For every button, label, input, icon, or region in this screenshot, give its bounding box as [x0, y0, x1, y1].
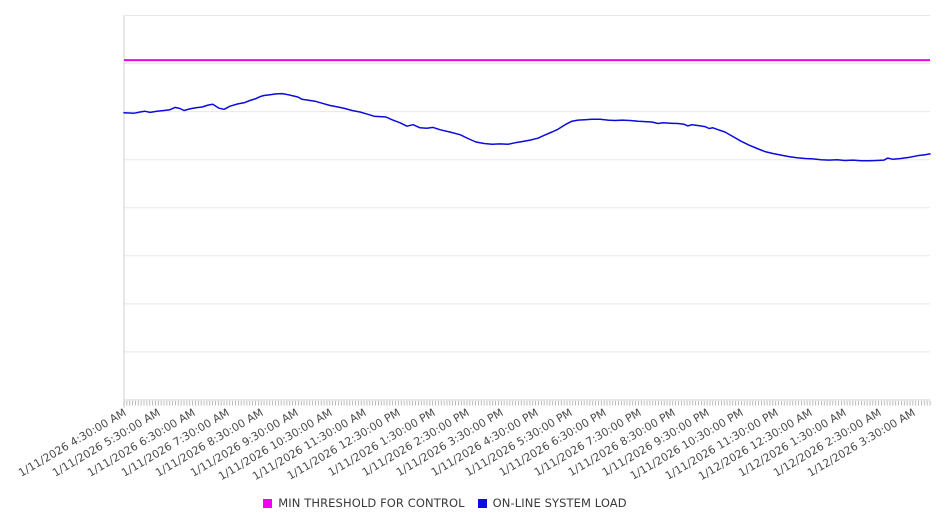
chart-legend: MIN THRESHOLD FOR CONTROL ON-LINE SYSTEM…: [0, 496, 918, 510]
legend-item-system-load[interactable]: ON-LINE SYSTEM LOAD: [477, 496, 627, 510]
gridlines: [124, 15, 930, 353]
system-load-label: ON-LINE SYSTEM LOAD: [492, 496, 627, 510]
min-threshold-swatch: [263, 498, 273, 508]
on-line-system-load-line: [123, 92, 931, 162]
system-load-swatch: [477, 498, 487, 508]
legend-item-min-threshold[interactable]: MIN THRESHOLD FOR CONTROL: [263, 496, 465, 510]
min-threshold-label: MIN THRESHOLD FOR CONTROL: [278, 496, 465, 510]
x-axis-minor-ticks: [123, 401, 931, 406]
